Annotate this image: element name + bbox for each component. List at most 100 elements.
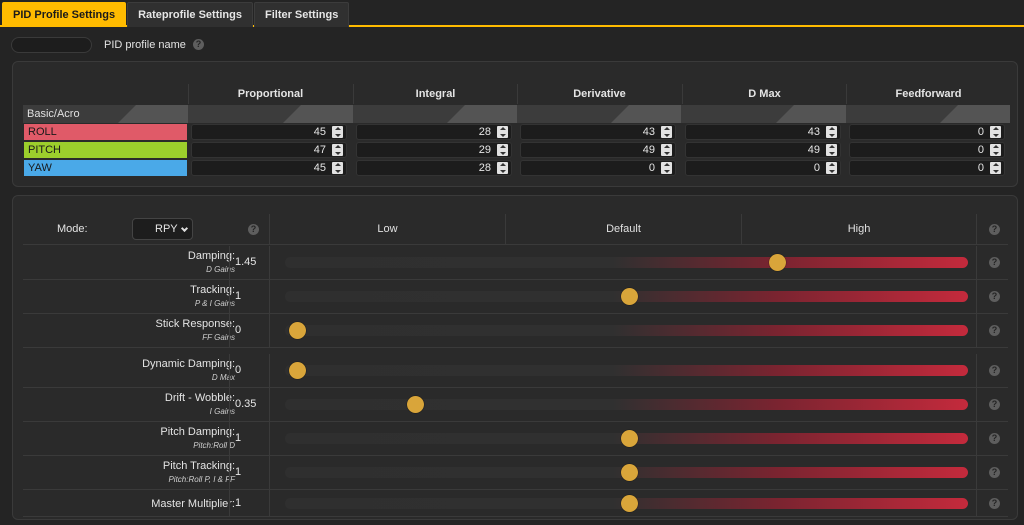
- pid-value-input[interactable]: 43: [520, 124, 676, 140]
- spinner-arrows-icon[interactable]: [990, 126, 1001, 138]
- slider-thumb[interactable]: [768, 254, 786, 271]
- question-circle-icon[interactable]: ?: [989, 325, 1000, 336]
- pid-profile-name-input[interactable]: [11, 36, 92, 53]
- tab-filter-settings[interactable]: Filter Settings: [253, 2, 350, 27]
- slider-value: 0.35: [235, 398, 257, 410]
- axis-label-yaw: YAW: [24, 160, 187, 176]
- slider-track[interactable]: [285, 494, 968, 512]
- spinner-arrows-icon[interactable]: [826, 144, 837, 156]
- pid-value-text: 0: [977, 126, 984, 138]
- cell-divider: [976, 490, 977, 516]
- cell-divider: [976, 456, 977, 489]
- spinner-arrows-icon[interactable]: [497, 126, 508, 138]
- pid-column-header: D Max: [682, 84, 846, 104]
- question-circle-icon[interactable]: ?: [989, 224, 1000, 235]
- spinner-arrows-icon[interactable]: [332, 126, 343, 138]
- pid-value-input[interactable]: 0: [849, 124, 1005, 140]
- pid-value-input[interactable]: 49: [685, 142, 841, 158]
- question-circle-icon[interactable]: ?: [192, 39, 204, 50]
- cell-divider: [269, 490, 270, 516]
- pid-column-header-rest: erivative: [581, 88, 626, 100]
- pid-value-input[interactable]: 49: [520, 142, 676, 158]
- slider-track[interactable]: [285, 464, 968, 481]
- slider-track[interactable]: [285, 322, 968, 339]
- cell-divider: [229, 314, 230, 347]
- cell-divider: [976, 388, 977, 421]
- spinner-arrows-icon[interactable]: [661, 126, 672, 138]
- level-low-header: Low: [269, 214, 505, 245]
- slider-track[interactable]: [285, 254, 968, 271]
- pid-column-header: Proportional: [188, 84, 352, 104]
- slider-thumb[interactable]: [620, 288, 638, 305]
- slider-track[interactable]: [285, 396, 968, 413]
- slider-thumb[interactable]: [289, 322, 307, 339]
- question-circle-icon[interactable]: ?: [989, 497, 1000, 509]
- slider-thumb[interactable]: [620, 464, 638, 481]
- cell-divider: [269, 388, 270, 421]
- pid-value-input[interactable]: 0: [685, 160, 841, 176]
- question-circle-icon[interactable]: ?: [989, 365, 1000, 376]
- pid-value-input[interactable]: 0: [520, 160, 676, 176]
- pid-value-input[interactable]: 43: [685, 124, 841, 140]
- question-circle-icon[interactable]: ?: [989, 467, 1000, 478]
- mode-select-value: RPY: [155, 223, 178, 235]
- spinner-arrows-icon[interactable]: [332, 144, 343, 156]
- slider-thumb[interactable]: [620, 494, 638, 512]
- slider-row: Pitch Tracking: Pitch:Roll P, I & FF 1?: [23, 456, 1008, 490]
- pid-value-input[interactable]: 29: [356, 142, 512, 158]
- mode-select[interactable]: RPY: [132, 218, 193, 240]
- pid-value-text: 47: [313, 144, 326, 156]
- pid-value-input[interactable]: 28: [356, 160, 512, 176]
- slider-thumb[interactable]: [289, 362, 307, 379]
- slider-thumb[interactable]: [620, 430, 638, 447]
- spinner-arrows-icon[interactable]: [661, 144, 672, 156]
- slider-track[interactable]: [285, 362, 968, 379]
- level-high-header: High: [741, 214, 976, 245]
- cell-divider: [269, 456, 270, 489]
- cell-divider: [976, 246, 977, 279]
- tab-pid-profile-settings[interactable]: PID Profile Settings: [2, 2, 127, 27]
- slider-value: 0: [235, 324, 242, 336]
- spinner-arrows-icon[interactable]: [826, 162, 837, 174]
- slider-value: 1: [235, 290, 242, 302]
- cell-divider: [269, 354, 270, 387]
- pid-value-text: 43: [807, 126, 820, 138]
- question-circle-icon[interactable]: ?: [989, 433, 1000, 444]
- cell-divider: [269, 422, 270, 455]
- slider-track[interactable]: [285, 430, 968, 447]
- slider-sublabel: P & I Gains: [194, 299, 235, 308]
- pid-value-input[interactable]: 47: [191, 142, 347, 158]
- pid-value-input[interactable]: 28: [356, 124, 512, 140]
- spinner-arrows-icon[interactable]: [497, 144, 508, 156]
- slider-sublabel: Pitch:Roll D: [193, 441, 235, 450]
- pid-column-header-initial: I: [415, 88, 419, 100]
- pid-column-header-initial: F: [895, 88, 903, 100]
- spinner-arrows-icon[interactable]: [497, 162, 508, 174]
- cell-divider: [229, 490, 230, 516]
- question-circle-icon[interactable]: ?: [989, 257, 1000, 268]
- slider-track[interactable]: [285, 288, 968, 305]
- spinner-arrows-icon[interactable]: [826, 126, 837, 138]
- question-circle-icon[interactable]: ?: [248, 224, 259, 235]
- chevron-down-icon: [180, 224, 189, 233]
- cell-divider: [229, 388, 230, 421]
- question-circle-icon[interactable]: ?: [989, 399, 1000, 410]
- pid-value-input[interactable]: 0: [849, 142, 1005, 158]
- pid-value-input[interactable]: 0: [849, 160, 1005, 176]
- cell-divider: [269, 246, 270, 279]
- spinner-arrows-icon[interactable]: [661, 162, 672, 174]
- slider-thumb[interactable]: [406, 396, 424, 413]
- slider-sublabel: I Gains: [209, 407, 235, 416]
- spinner-arrows-icon[interactable]: [332, 162, 343, 174]
- tab-rateprofile-settings[interactable]: Rateprofile Settings: [127, 2, 253, 27]
- pid-column-header-initial: D: [573, 88, 582, 100]
- spinner-arrows-icon[interactable]: [990, 162, 1001, 174]
- pid-value-input[interactable]: 45: [191, 124, 347, 140]
- pid-value-input[interactable]: 45: [191, 160, 347, 176]
- cell-divider: [976, 314, 977, 347]
- pid-value-text: 28: [478, 162, 491, 174]
- header-stripe: [611, 105, 681, 123]
- spinner-arrows-icon[interactable]: [990, 144, 1001, 156]
- question-circle-icon[interactable]: ?: [989, 291, 1000, 302]
- slider-label: Master Multiplier:: [151, 498, 235, 510]
